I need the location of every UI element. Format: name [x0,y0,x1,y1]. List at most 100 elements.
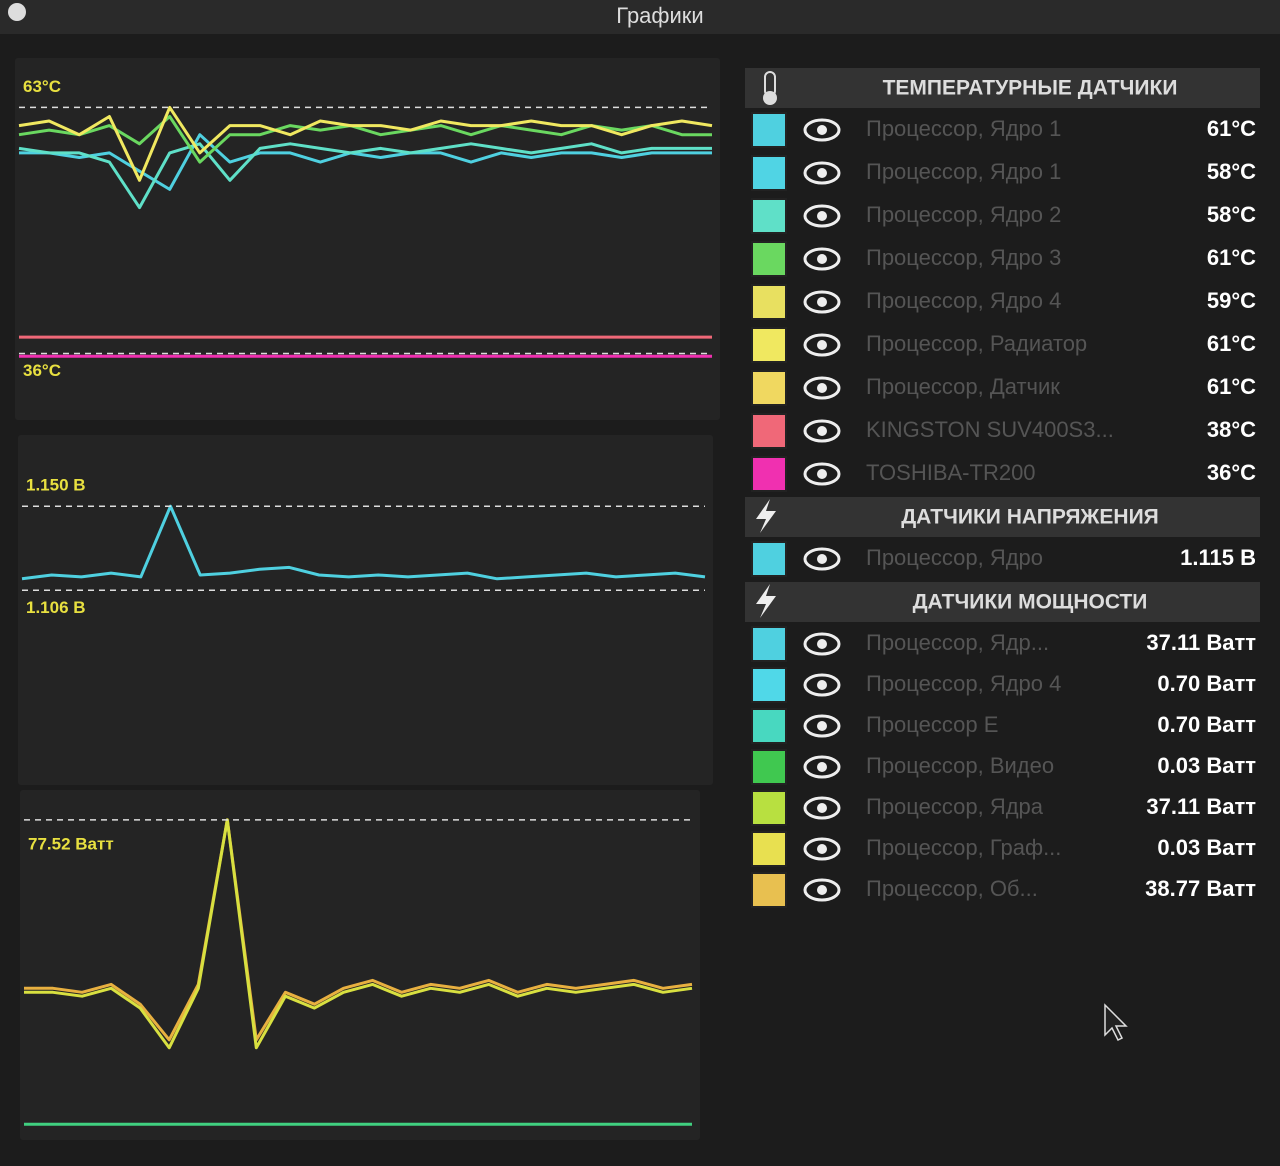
sensor-value: 0.03 Ватт [1157,835,1256,860]
sensor-name: Процессор, Ядро 4 [866,671,1061,696]
group-title: ТЕМПЕРАТУРНЫЕ ДАТЧИКИ [883,77,1178,100]
eye-pupil [817,168,827,178]
eye-icon[interactable] [803,878,841,902]
sensor-name: Процессор, Радиатор [866,331,1087,356]
sensor-value: 61°C [1207,116,1256,141]
eye-pupil [817,803,827,813]
sensor-value: 61°C [1207,245,1256,270]
sensor-name: Процессор, Ядро 1 [866,159,1061,184]
eye-icon[interactable] [803,673,841,697]
eye-icon[interactable] [803,376,841,400]
sensor-name: Процессор, Ядра [866,794,1044,819]
sensor-value: 0.70 Ватт [1157,671,1256,696]
eye-pupil [817,125,827,135]
sensor-value: 0.03 Ватт [1157,753,1256,778]
sensor-name: Процессор, Об... [866,876,1038,901]
sensor-name: Процессор, Датчик [866,374,1060,399]
sensor-name: Процессор, Граф... [866,835,1061,860]
graph-line [24,818,693,1042]
color-swatch [751,626,787,662]
eye-pupil [817,721,827,731]
graph-line [18,142,712,210]
threshold-label: 63°C [23,77,61,96]
eye-pupil [817,426,827,436]
sensor-value: 37.11 Ватт [1146,630,1256,655]
graph-panel [15,58,720,420]
sensor-name: Процессор, Ядр... [866,630,1049,655]
sensor-name: Процессор, Видео [866,753,1054,778]
eye-icon[interactable] [803,547,841,571]
sensor-name: KINGSTON SUV400S3... [866,417,1114,442]
sensor-name: Процессор, Ядро 2 [866,202,1061,227]
eye-icon[interactable] [803,290,841,314]
eye-pupil [817,383,827,393]
color-swatch [751,241,787,277]
eye-pupil [817,762,827,772]
eye-icon[interactable] [803,796,841,820]
eye-pupil [817,469,827,479]
color-swatch [751,667,787,703]
eye-icon[interactable] [803,204,841,228]
sensor-value: 59°C [1207,288,1256,313]
eye-icon[interactable] [803,837,841,861]
eye-pupil [817,885,827,895]
sensor-name: Процессор, Ядро 3 [866,245,1061,270]
sensor-value: 37.11 Ватт [1146,794,1256,819]
thermometer-bulb [763,91,777,105]
eye-icon[interactable] [803,118,841,142]
close-button[interactable] [8,3,26,21]
sensor-name: TOSHIBA-TR200 [866,460,1036,485]
color-swatch [751,541,787,577]
sensor-value: 38.77 Ватт [1145,876,1256,901]
group-title: ДАТЧИКИ НАПРЯЖЕНИЯ [901,506,1159,529]
color-swatch [751,327,787,363]
sensor-name: Процессор, Ядро [866,545,1043,570]
mouse-cursor [1104,1003,1128,1042]
sensor-value: 38°C [1207,417,1256,442]
color-swatch [751,155,787,191]
color-swatch [751,790,787,826]
eye-icon[interactable] [803,462,841,486]
title-bar [0,0,1280,34]
window-title: Графики [616,3,703,28]
eye-icon[interactable] [803,755,841,779]
eye-icon[interactable] [803,714,841,738]
color-swatch [751,456,787,492]
graph-line [21,504,706,581]
sensor-name: Процессор, Ядро 4 [866,288,1061,313]
group-title: ДАТЧИКИ МОЩНОСТИ [913,591,1148,614]
lightning-icon [756,584,776,618]
eye-pupil [817,340,827,350]
threshold-label: 77.52 Ватт [28,834,114,853]
eye-pupil [817,211,827,221]
eye-pupil [817,554,827,564]
eye-pupil [817,639,827,649]
lightning-icon [756,499,776,533]
group-header [745,68,1260,108]
color-swatch [751,198,787,234]
color-swatch [751,112,787,148]
eye-icon[interactable] [803,333,841,357]
color-swatch [751,413,787,449]
eye-icon[interactable] [803,161,841,185]
sensor-value: 36°C [1207,460,1256,485]
sensor-name: Процессор, Ядро 1 [866,116,1061,141]
group-header [745,497,1260,537]
color-swatch [751,708,787,744]
color-swatch [751,370,787,406]
graph-panel [18,435,713,785]
eye-pupil [817,254,827,264]
graph-line [18,105,713,182]
eye-pupil [817,844,827,854]
eye-icon[interactable] [803,247,841,271]
sensor-value: 61°C [1207,331,1256,356]
graph-line [24,818,693,1050]
sensor-value: 58°C [1207,159,1256,184]
graph-panel [20,790,700,1140]
eye-icon[interactable] [803,632,841,656]
threshold-label: 1.106 В [26,598,86,617]
eye-icon[interactable] [803,419,841,443]
sensor-value: 61°C [1207,374,1256,399]
